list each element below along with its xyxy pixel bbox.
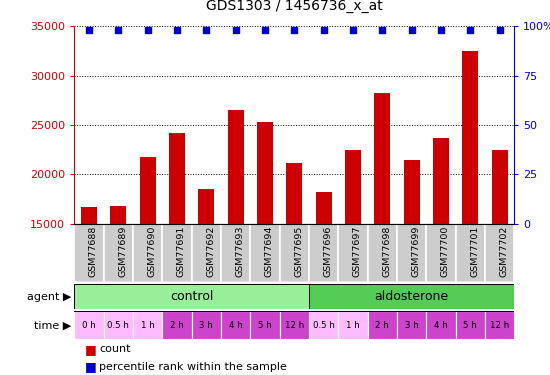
Bar xyxy=(140,157,156,372)
FancyBboxPatch shape xyxy=(191,311,221,339)
Bar xyxy=(492,150,508,372)
Text: GSM77690: GSM77690 xyxy=(147,226,157,277)
Bar xyxy=(228,110,244,372)
Text: 12 h: 12 h xyxy=(285,321,304,330)
Text: 4 h: 4 h xyxy=(434,321,448,330)
Text: 0.5 h: 0.5 h xyxy=(107,321,129,330)
Bar xyxy=(198,189,214,372)
Bar xyxy=(110,206,126,372)
FancyBboxPatch shape xyxy=(309,311,338,339)
Text: ■: ■ xyxy=(85,360,97,373)
FancyBboxPatch shape xyxy=(279,311,309,339)
Text: 4 h: 4 h xyxy=(229,321,243,330)
Text: GSM77692: GSM77692 xyxy=(206,226,215,277)
FancyBboxPatch shape xyxy=(485,224,514,282)
Bar xyxy=(169,133,185,372)
FancyBboxPatch shape xyxy=(338,224,367,282)
FancyBboxPatch shape xyxy=(397,224,426,282)
FancyBboxPatch shape xyxy=(74,284,309,309)
Text: 3 h: 3 h xyxy=(405,321,419,330)
Bar xyxy=(462,51,478,372)
Text: 12 h: 12 h xyxy=(490,321,509,330)
FancyBboxPatch shape xyxy=(250,224,279,282)
FancyBboxPatch shape xyxy=(279,224,309,282)
Text: control: control xyxy=(170,290,213,303)
Text: 1 h: 1 h xyxy=(346,321,360,330)
Text: GSM77691: GSM77691 xyxy=(177,226,186,277)
FancyBboxPatch shape xyxy=(221,224,250,282)
FancyBboxPatch shape xyxy=(74,224,103,282)
Text: agent ▶: agent ▶ xyxy=(27,292,72,302)
FancyBboxPatch shape xyxy=(367,311,397,339)
Text: 3 h: 3 h xyxy=(199,321,213,330)
Text: GSM77694: GSM77694 xyxy=(265,226,274,277)
FancyBboxPatch shape xyxy=(309,284,514,309)
FancyBboxPatch shape xyxy=(455,224,485,282)
FancyBboxPatch shape xyxy=(74,311,103,339)
FancyBboxPatch shape xyxy=(221,311,250,339)
Text: ■: ■ xyxy=(85,343,97,356)
FancyBboxPatch shape xyxy=(455,311,485,339)
Text: GSM77700: GSM77700 xyxy=(441,226,450,277)
Text: 5 h: 5 h xyxy=(258,321,272,330)
FancyBboxPatch shape xyxy=(426,311,455,339)
FancyBboxPatch shape xyxy=(338,311,367,339)
Text: 5 h: 5 h xyxy=(463,321,477,330)
Text: GSM77695: GSM77695 xyxy=(294,226,303,277)
FancyBboxPatch shape xyxy=(367,224,397,282)
Bar xyxy=(257,122,273,372)
Text: 0.5 h: 0.5 h xyxy=(312,321,334,330)
FancyBboxPatch shape xyxy=(133,311,162,339)
FancyBboxPatch shape xyxy=(103,311,133,339)
Text: 1 h: 1 h xyxy=(141,321,155,330)
Text: GSM77702: GSM77702 xyxy=(499,226,509,277)
Text: GSM77697: GSM77697 xyxy=(353,226,362,277)
Bar xyxy=(286,163,302,372)
Text: GSM77699: GSM77699 xyxy=(411,226,421,277)
FancyBboxPatch shape xyxy=(133,224,162,282)
Bar xyxy=(433,138,449,372)
Text: 2 h: 2 h xyxy=(170,321,184,330)
Bar xyxy=(374,93,390,372)
Text: 0 h: 0 h xyxy=(82,321,96,330)
Text: GSM77693: GSM77693 xyxy=(235,226,245,277)
Bar xyxy=(404,160,420,372)
Bar xyxy=(316,192,332,372)
FancyBboxPatch shape xyxy=(162,311,191,339)
Text: GSM77701: GSM77701 xyxy=(470,226,479,277)
FancyBboxPatch shape xyxy=(397,311,426,339)
FancyBboxPatch shape xyxy=(103,224,133,282)
Text: count: count xyxy=(99,344,130,354)
FancyBboxPatch shape xyxy=(485,311,514,339)
Text: time ▶: time ▶ xyxy=(34,320,72,330)
Text: GDS1303 / 1456736_x_at: GDS1303 / 1456736_x_at xyxy=(206,0,383,13)
FancyBboxPatch shape xyxy=(191,224,221,282)
FancyBboxPatch shape xyxy=(309,224,338,282)
Text: aldosterone: aldosterone xyxy=(375,290,449,303)
Text: GSM77696: GSM77696 xyxy=(323,226,333,277)
FancyBboxPatch shape xyxy=(250,311,279,339)
Text: GSM77688: GSM77688 xyxy=(89,226,98,277)
Text: GSM77689: GSM77689 xyxy=(118,226,127,277)
FancyBboxPatch shape xyxy=(162,224,191,282)
FancyBboxPatch shape xyxy=(426,224,455,282)
Bar xyxy=(345,150,361,372)
Text: GSM77698: GSM77698 xyxy=(382,226,391,277)
Text: 2 h: 2 h xyxy=(375,321,389,330)
Text: percentile rank within the sample: percentile rank within the sample xyxy=(99,362,287,372)
Bar xyxy=(81,207,97,372)
